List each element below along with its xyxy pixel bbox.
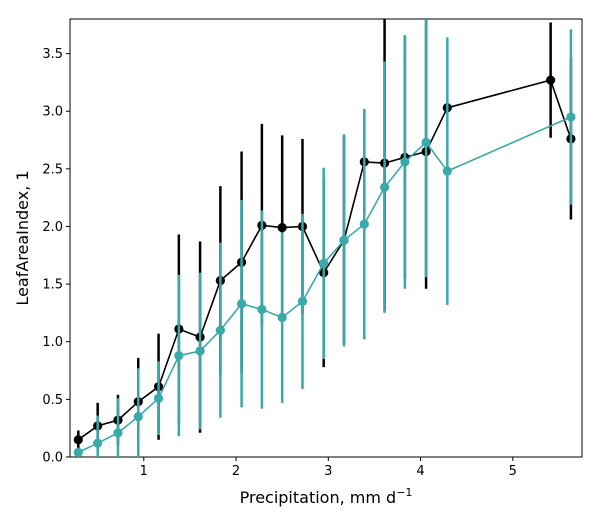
data-point bbox=[277, 312, 287, 323]
data-point bbox=[174, 350, 184, 361]
data-point bbox=[379, 182, 390, 192]
x-axis-label-superscript: −1 bbox=[396, 486, 412, 499]
data-point bbox=[442, 166, 452, 176]
data-point bbox=[319, 258, 329, 268]
x-axis-label: Precipitation, mm d−1 bbox=[240, 486, 413, 507]
y-tick-label: 3.5 bbox=[42, 47, 63, 62]
y-tick-label: 2.5 bbox=[42, 162, 63, 177]
data-point bbox=[153, 393, 164, 403]
x-tick-label: 1 bbox=[140, 464, 148, 479]
data-point bbox=[566, 112, 576, 122]
x-axis-label-text: Precipitation, mm d bbox=[240, 488, 397, 507]
axes bbox=[69, 18, 583, 458]
data-point bbox=[93, 438, 103, 448]
plot-frame bbox=[69, 18, 583, 458]
data-point bbox=[113, 428, 123, 438]
y-tick-label: 2.0 bbox=[42, 220, 63, 235]
x-tick-label: 3 bbox=[324, 464, 332, 479]
data-point bbox=[133, 412, 143, 422]
y-tick-label: 3.0 bbox=[42, 105, 63, 120]
y-tick-label: 0.0 bbox=[42, 451, 63, 466]
data-point bbox=[73, 447, 83, 457]
data-point bbox=[195, 346, 205, 356]
y-tick-label: 0.5 bbox=[42, 393, 63, 408]
data-point bbox=[215, 325, 225, 335]
y-axis-label: LeafAreaIndex, 1 bbox=[13, 170, 32, 305]
data-point bbox=[546, 75, 556, 85]
x-tick-label: 2 bbox=[232, 464, 240, 479]
series bbox=[73, 19, 576, 457]
data-point bbox=[359, 219, 369, 229]
x-tick-label: 5 bbox=[509, 464, 517, 479]
series-teal bbox=[73, 19, 576, 457]
data-point bbox=[297, 296, 308, 306]
y-tick-label: 1.0 bbox=[42, 335, 63, 350]
y-axis-ticks: 0.0 0.5 1.0 1.5 2.0 2.5 3.0 3.5 bbox=[42, 47, 70, 466]
data-point bbox=[277, 223, 287, 233]
data-point bbox=[257, 304, 267, 315]
data-point bbox=[400, 157, 410, 167]
data-point bbox=[236, 299, 247, 309]
x-axis-ticks: 1 2 3 4 5 bbox=[140, 457, 517, 479]
data-point bbox=[421, 137, 431, 147]
data-point bbox=[73, 435, 83, 445]
data-point bbox=[339, 235, 349, 245]
y-tick-label: 1.5 bbox=[42, 278, 63, 293]
x-tick-label: 4 bbox=[416, 464, 424, 479]
